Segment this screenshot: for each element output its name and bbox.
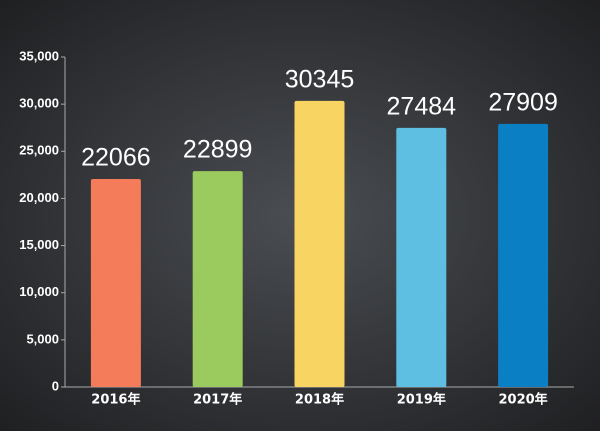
- y-tick-label: 20,000: [19, 190, 59, 205]
- y-tick-label: 25,000: [19, 143, 59, 158]
- value-label: 30345: [285, 65, 355, 93]
- y-tick-label: 5,000: [26, 331, 59, 346]
- bar: [90, 178, 141, 387]
- x-tick-label: 2016年: [91, 392, 140, 408]
- bar: [192, 171, 243, 387]
- y-tick-label: 0: [52, 378, 59, 393]
- value-label: 27484: [387, 92, 457, 120]
- bar: [294, 100, 345, 387]
- value-label: 22899: [183, 136, 253, 164]
- value-label: 22066: [81, 144, 151, 172]
- y-tick-label: 35,000: [19, 48, 59, 63]
- x-tick-label: 2020年: [499, 392, 548, 408]
- bar: [396, 127, 447, 387]
- y-tick-label: 30,000: [19, 96, 59, 111]
- x-tick-label: 2018年: [295, 392, 344, 408]
- x-tick-label: 2019年: [397, 392, 446, 408]
- bar: [498, 123, 549, 387]
- y-tick-label: 10,000: [19, 284, 59, 299]
- x-tick-label: 2017年: [193, 392, 242, 408]
- y-tick-label: 15,000: [19, 237, 59, 252]
- value-label: 27909: [488, 88, 558, 116]
